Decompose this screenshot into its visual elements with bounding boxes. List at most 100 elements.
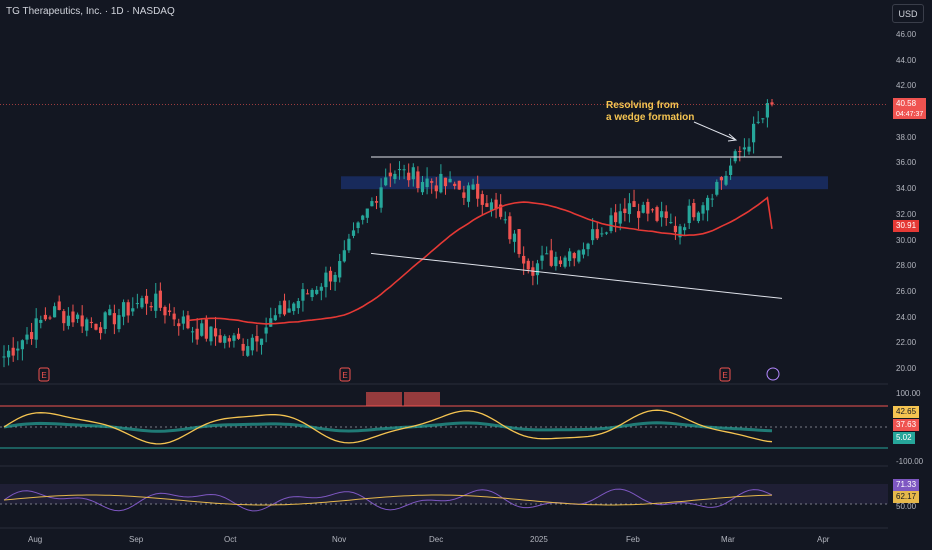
time-tick-label: Dec <box>429 535 444 544</box>
candle-body <box>485 203 489 207</box>
candle-body <box>209 326 213 342</box>
price-tick-label: 28.00 <box>896 261 917 271</box>
candle-body <box>57 301 61 310</box>
candle-body <box>393 173 397 180</box>
candle-body <box>374 201 379 203</box>
candle-body <box>181 316 185 324</box>
candle-body <box>535 263 540 276</box>
candle-body <box>310 289 314 298</box>
candle-body <box>301 289 305 301</box>
candle-body <box>462 192 466 198</box>
candle-body <box>457 180 461 190</box>
candle-body <box>71 311 75 323</box>
candle-body <box>43 314 47 320</box>
candle-body <box>627 203 632 215</box>
annotation-line-1: Resolving from <box>606 100 679 111</box>
candle-body <box>333 274 337 282</box>
candle-body <box>255 335 259 342</box>
ma-value-badge: 30.91 <box>893 220 920 232</box>
candle-body <box>480 194 484 205</box>
candle-body <box>416 171 420 189</box>
candle-body <box>85 319 89 331</box>
time-tick-label: Feb <box>626 535 640 544</box>
candle-body <box>733 151 737 162</box>
candle-body <box>765 103 770 118</box>
candle-body <box>618 211 622 224</box>
candle-body <box>489 202 494 211</box>
supply-zone <box>341 176 828 190</box>
candle-body <box>692 202 696 218</box>
candle-body <box>200 323 204 336</box>
candle-body <box>453 183 457 186</box>
candle-body <box>89 321 93 323</box>
candle-body <box>719 177 724 181</box>
candle-body <box>384 177 388 186</box>
candle-body <box>190 331 195 333</box>
candle-body <box>264 327 268 334</box>
candle-body <box>411 167 415 180</box>
candle-body <box>52 306 57 318</box>
candle-body <box>324 272 328 288</box>
candle-body <box>568 251 572 261</box>
candle-body <box>259 338 264 345</box>
candle-body <box>595 229 599 239</box>
candle-body <box>172 313 176 320</box>
candle-body <box>149 306 153 308</box>
osc-upper-label: 100.00 <box>896 389 921 398</box>
time-tick-label: Oct <box>224 535 237 544</box>
candle-body <box>770 102 774 105</box>
time-tick-label: Nov <box>332 535 347 544</box>
candle-body <box>305 293 310 295</box>
wedge-annotation: Resolving from a wedge formation <box>606 100 694 124</box>
price-tick-label: 20.00 <box>896 364 917 374</box>
candle-body <box>29 332 34 340</box>
candle-body <box>439 173 443 193</box>
currency-button[interactable]: USD <box>892 4 924 23</box>
candle-body <box>370 201 374 207</box>
candle-body <box>637 211 641 218</box>
candle-body <box>443 177 448 187</box>
candle-body <box>246 346 250 356</box>
candle-body <box>282 300 287 315</box>
candle-body <box>16 348 20 351</box>
candle-body <box>683 227 687 231</box>
rsi-line <box>3 488 773 512</box>
rsi-value-1: 71.33 <box>893 479 920 491</box>
candle-body <box>186 315 190 329</box>
candle-body <box>135 303 139 305</box>
candle-body <box>494 199 498 210</box>
candle-body <box>572 253 576 259</box>
candle-body <box>604 232 609 234</box>
candle-body <box>646 201 650 214</box>
price-tick-label: 26.00 <box>896 287 917 296</box>
candle-body <box>48 317 52 319</box>
stochastic-panel <box>0 392 888 449</box>
candle-body <box>554 256 558 267</box>
moving-average-line <box>187 196 773 325</box>
osc-lower-label: -100.00 <box>896 457 924 466</box>
earnings-marker-label: E <box>722 371 727 380</box>
candle-body <box>131 308 135 312</box>
candle-body <box>223 336 227 343</box>
candle-body <box>338 261 342 278</box>
rsi-ma-line <box>3 494 773 506</box>
time-tick-label: Aug <box>28 535 43 544</box>
candle-body <box>273 315 277 321</box>
candle-body <box>278 305 282 314</box>
candle-body <box>296 301 300 309</box>
candle-body <box>361 215 365 220</box>
candle-body <box>448 178 452 183</box>
price-tick-label: 24.00 <box>896 312 917 322</box>
time-tick-label: Apr <box>817 535 830 544</box>
candle-body <box>724 175 728 185</box>
candle-body <box>20 340 24 350</box>
osc-value-3: 5.02 <box>893 432 915 444</box>
candle-body <box>756 121 760 123</box>
candle-body <box>747 146 751 152</box>
candle-body <box>623 208 627 214</box>
candle-body <box>549 250 553 266</box>
candle-body <box>526 260 530 270</box>
price-tick-label: 34.00 <box>896 184 917 194</box>
candle-body <box>66 315 70 326</box>
